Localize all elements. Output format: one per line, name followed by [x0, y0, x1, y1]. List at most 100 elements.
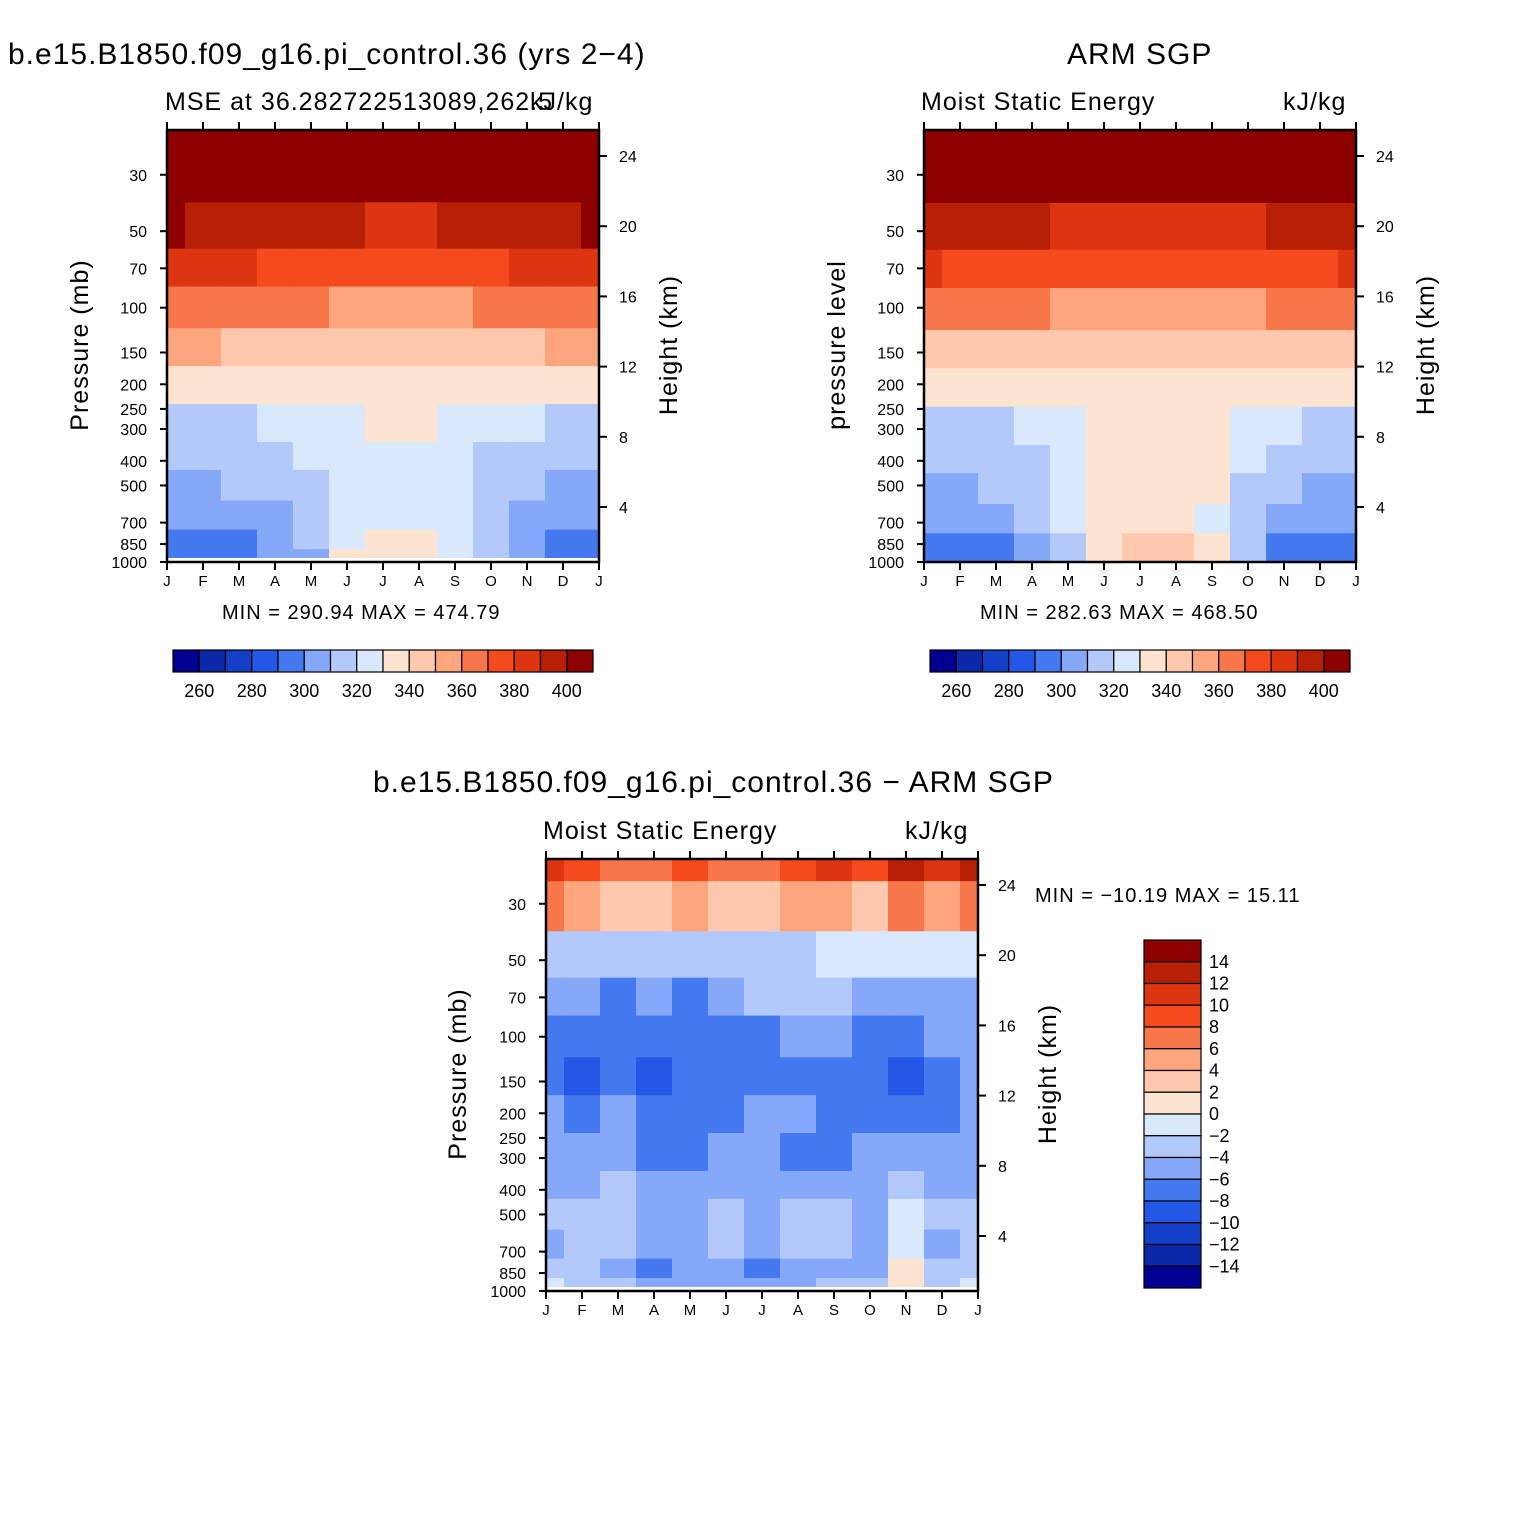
heatmap-cell — [329, 152, 366, 203]
heatmap-cell — [365, 152, 402, 203]
panel3-min-max: MIN = −10.19 MAX = 15.11 — [1035, 885, 1301, 907]
plot-frame — [165, 128, 601, 564]
heatmap-cell — [852, 1095, 889, 1134]
heatmap-cell — [744, 977, 781, 1017]
heatmap-cell — [672, 1057, 709, 1096]
heatmap-cell — [816, 977, 853, 1017]
colorbar-swatch — [1143, 961, 1202, 985]
heatmap-cell — [960, 1229, 978, 1260]
heatmap-cell — [672, 1278, 709, 1287]
heatmap-cell — [1086, 553, 1123, 562]
heatmap-cell — [581, 328, 599, 367]
heatmap-cell — [1014, 130, 1051, 153]
heatmap-cell — [1194, 330, 1231, 369]
heatmap-cell — [546, 1258, 565, 1279]
heatmap-cell — [942, 202, 979, 251]
heatmap-cell — [672, 1095, 709, 1134]
x-tick-label: A — [649, 1302, 659, 1319]
heatmap-cell — [257, 152, 294, 203]
heatmap-cell — [545, 328, 582, 367]
right-tick-label: 24 — [1376, 149, 1394, 166]
heatmap-cell — [509, 469, 546, 502]
heatmap-cell — [293, 404, 330, 443]
colorbar-swatch — [1143, 1048, 1202, 1072]
y-tick-label: 1000 — [868, 555, 904, 572]
heatmap-cell — [437, 442, 474, 471]
heatmap-cell — [978, 473, 1015, 505]
y-tick-label: 500 — [120, 478, 147, 495]
heatmap-cell — [852, 1133, 889, 1172]
heatmap-cell — [1122, 444, 1159, 474]
heatmap-cell — [221, 248, 258, 288]
heatmap-cell — [1014, 152, 1051, 204]
panel1-title: b.e15.B1850.f09_g16.pi_control.36 (yrs 2… — [8, 38, 646, 71]
heatmap-cell — [509, 152, 546, 203]
heatmap-cell — [167, 404, 186, 443]
x-tick-label: S — [829, 1302, 839, 1319]
heatmap-cell — [600, 1278, 637, 1287]
heatmap-cell — [293, 442, 330, 471]
heatmap-cell — [546, 881, 565, 932]
heatmap-cell — [564, 977, 601, 1017]
x-tick-label: J — [595, 573, 603, 590]
heatmap-cell — [636, 1258, 673, 1279]
heatmap-cell — [581, 152, 599, 203]
heatmap-cell — [852, 1171, 889, 1200]
heatmap-cell — [978, 368, 1015, 408]
heatmap-cell — [1266, 473, 1303, 505]
heatmap-cell — [581, 286, 599, 329]
heatmap-cell — [852, 1229, 889, 1260]
colorbar-swatch — [1143, 1178, 1202, 1202]
colorbar-swatch — [461, 649, 489, 673]
colorbar-swatch — [1086, 649, 1115, 673]
heatmap-cell — [564, 931, 601, 979]
heatmap-cell — [473, 442, 510, 471]
heatmap-cell — [672, 1133, 709, 1172]
heatmap-cell — [564, 1015, 601, 1058]
heatmap-cell — [1050, 368, 1087, 408]
heatmap-cell — [221, 202, 258, 250]
heatmap-cell — [888, 1258, 925, 1279]
heatmap-cell — [1266, 330, 1303, 369]
heatmap-cell — [1122, 288, 1159, 331]
heatmap-cell — [744, 1015, 781, 1058]
heatmap-cell — [780, 1095, 817, 1134]
heatmap-cell — [473, 529, 510, 550]
heatmap-cell — [545, 130, 582, 153]
heatmap-cell — [816, 931, 853, 979]
heatmap-cell — [744, 1278, 781, 1287]
heatmap-cell — [600, 881, 637, 932]
heatmap-cell — [221, 469, 258, 502]
heatmap-cell — [942, 473, 979, 505]
heatmap-cell — [365, 130, 402, 153]
y-tick-label: 700 — [877, 516, 904, 533]
x-tick-label: J — [974, 1302, 982, 1319]
heatmap-cell — [1086, 249, 1123, 289]
heatmap-cell — [221, 549, 258, 558]
heatmap-cell — [708, 1229, 745, 1260]
heatmap-cell — [708, 859, 745, 882]
heatmap-cell — [1122, 330, 1159, 369]
heatmap-cell — [600, 1198, 637, 1231]
y-tick-label: 500 — [499, 1207, 526, 1224]
heatmap-cell — [581, 404, 599, 443]
heatmap-cell — [1158, 473, 1195, 505]
heatmap-cell — [1086, 504, 1123, 534]
x-tick-label: A — [1171, 573, 1181, 590]
x-tick-label: J — [1100, 573, 1108, 590]
heatmap-cell — [293, 130, 330, 153]
heatmap-cell — [365, 500, 402, 531]
heatmap-cell — [924, 504, 943, 534]
heatmap-cell — [329, 549, 366, 558]
heatmap-cell — [1014, 330, 1051, 369]
heatmap-cell — [167, 549, 186, 558]
x-tick-label: O — [864, 1302, 876, 1319]
heatmap-cell — [816, 1095, 853, 1134]
panel3-plot — [546, 859, 978, 1287]
heatmap-cell — [473, 469, 510, 502]
heatmap-cell — [1194, 473, 1231, 505]
heatmap-cell — [437, 366, 474, 405]
heatmap-cell — [185, 248, 222, 288]
y-tick-label: 300 — [877, 422, 904, 439]
plot-frame — [544, 857, 980, 1293]
